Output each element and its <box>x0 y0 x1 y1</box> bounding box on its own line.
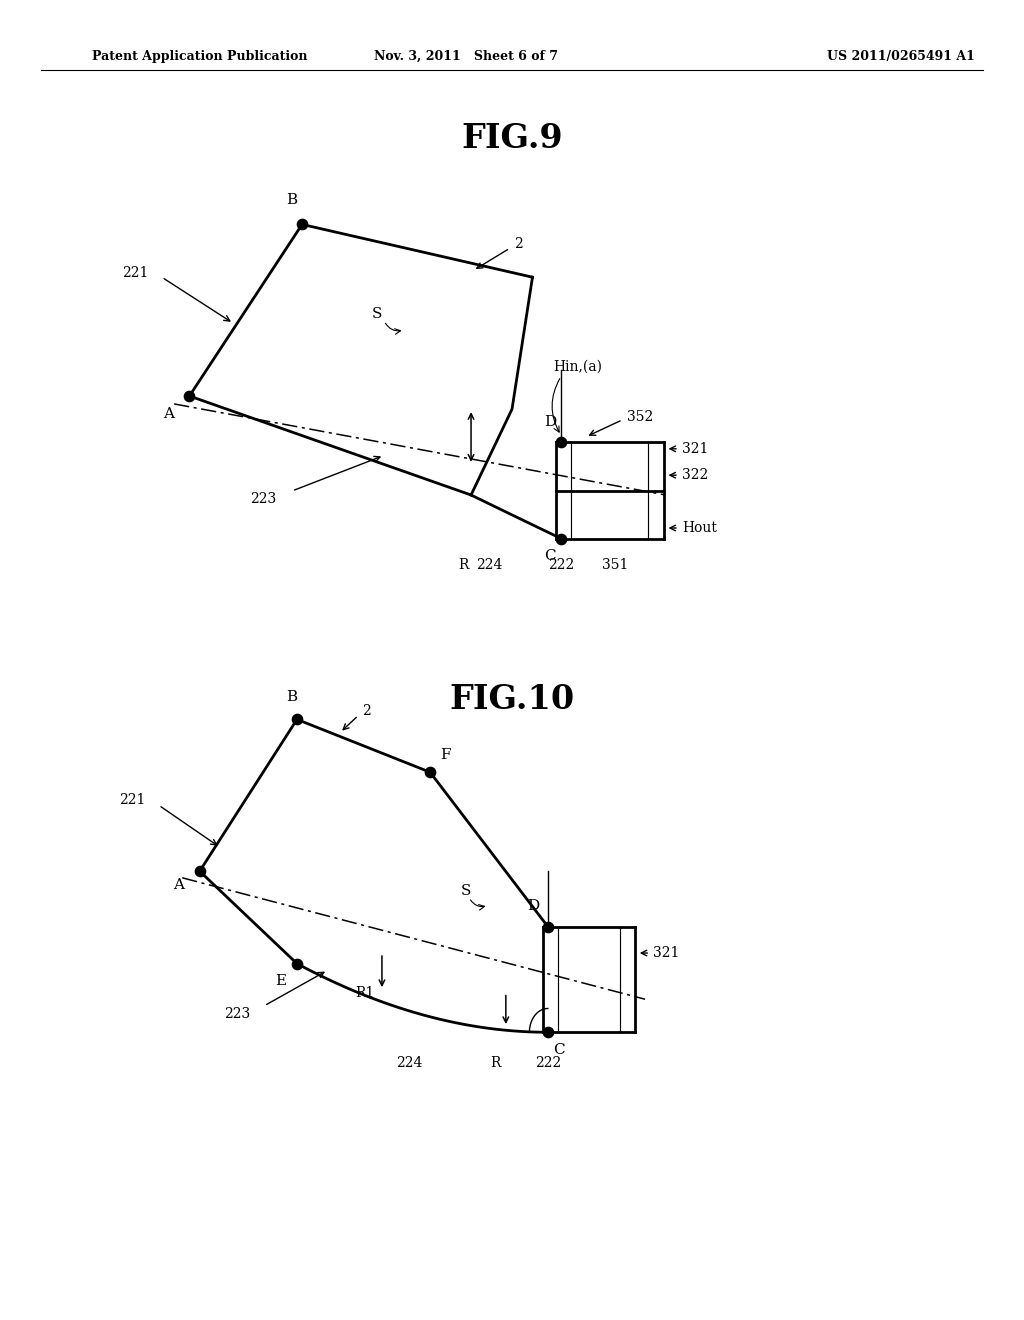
Point <box>294 214 310 235</box>
Point <box>553 528 569 549</box>
Text: 221: 221 <box>119 793 145 807</box>
Text: B: B <box>287 689 297 704</box>
Text: 221: 221 <box>122 267 148 280</box>
Text: Nov. 3, 2011   Sheet 6 of 7: Nov. 3, 2011 Sheet 6 of 7 <box>374 50 558 63</box>
Text: R1: R1 <box>355 986 375 999</box>
Point <box>540 1022 556 1043</box>
Text: 224: 224 <box>476 558 503 573</box>
Point <box>553 432 569 453</box>
Text: FIG.9: FIG.9 <box>461 121 563 154</box>
Text: Hin,(a): Hin,(a) <box>553 360 602 374</box>
Text: A: A <box>163 407 174 421</box>
Point <box>181 385 198 407</box>
Text: 352: 352 <box>627 411 653 424</box>
Text: FIG.10: FIG.10 <box>450 684 574 715</box>
Text: A: A <box>173 878 184 892</box>
Text: D: D <box>544 414 556 429</box>
Text: S: S <box>461 884 471 898</box>
Text: 223: 223 <box>223 1007 250 1020</box>
Text: D: D <box>527 899 540 913</box>
Point <box>422 762 438 783</box>
Text: 321: 321 <box>682 442 709 455</box>
Text: 2: 2 <box>514 238 523 251</box>
Text: 2: 2 <box>362 705 372 718</box>
Text: R: R <box>459 558 469 573</box>
Text: C: C <box>553 1043 564 1057</box>
Text: S: S <box>372 308 382 321</box>
Text: F: F <box>440 747 451 762</box>
Text: 224: 224 <box>396 1056 423 1071</box>
Text: 223: 223 <box>250 492 276 506</box>
Text: 322: 322 <box>682 469 709 482</box>
Text: 351: 351 <box>602 558 629 573</box>
Text: 222: 222 <box>548 558 574 573</box>
Text: 321: 321 <box>653 946 680 960</box>
Text: R: R <box>490 1056 501 1071</box>
Point <box>289 709 305 730</box>
Text: B: B <box>287 193 297 207</box>
Text: E: E <box>275 974 287 989</box>
Text: US 2011/0265491 A1: US 2011/0265491 A1 <box>827 50 975 63</box>
Point <box>191 861 208 882</box>
Text: Hout: Hout <box>682 521 717 535</box>
Point <box>540 916 556 937</box>
Text: Patent Application Publication: Patent Application Publication <box>92 50 307 63</box>
Point <box>289 953 305 974</box>
Text: 222: 222 <box>535 1056 561 1071</box>
Text: C: C <box>545 549 556 564</box>
